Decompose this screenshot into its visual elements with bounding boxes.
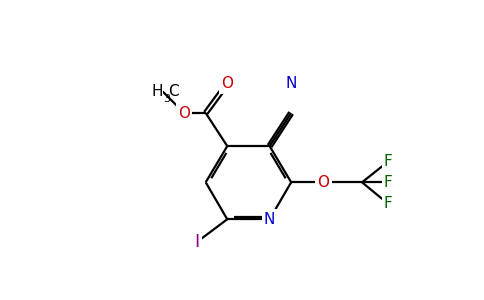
Text: I: I [194,233,199,251]
Text: N: N [264,212,275,227]
Text: O: O [318,175,330,190]
Text: N: N [286,76,297,91]
Text: C: C [168,84,179,99]
Text: H: H [151,84,163,99]
Text: F: F [384,196,393,211]
Text: 3: 3 [164,94,170,104]
Text: O: O [178,106,190,121]
Text: F: F [384,175,393,190]
Text: F: F [384,154,393,169]
Text: O: O [221,76,233,91]
